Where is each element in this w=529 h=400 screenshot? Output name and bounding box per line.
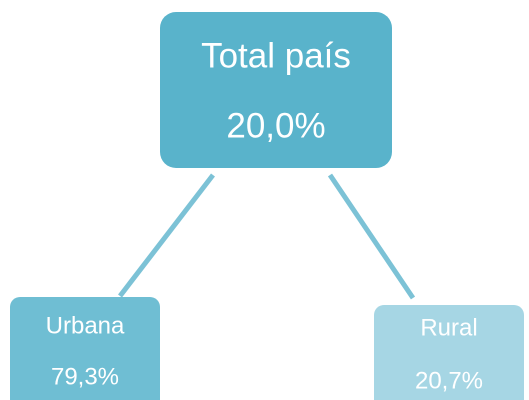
root-node xyxy=(160,12,392,168)
node-value: 79,3% xyxy=(51,363,119,390)
connector xyxy=(118,173,215,298)
node-value: 20,0% xyxy=(226,106,325,145)
child-node xyxy=(374,305,524,400)
node-value: 20,7% xyxy=(415,367,483,394)
node-label: Rural xyxy=(420,314,477,341)
connector xyxy=(327,173,416,300)
node-label: Urbana xyxy=(46,312,125,339)
child-node xyxy=(10,297,160,400)
node-label: Total país xyxy=(201,36,351,75)
